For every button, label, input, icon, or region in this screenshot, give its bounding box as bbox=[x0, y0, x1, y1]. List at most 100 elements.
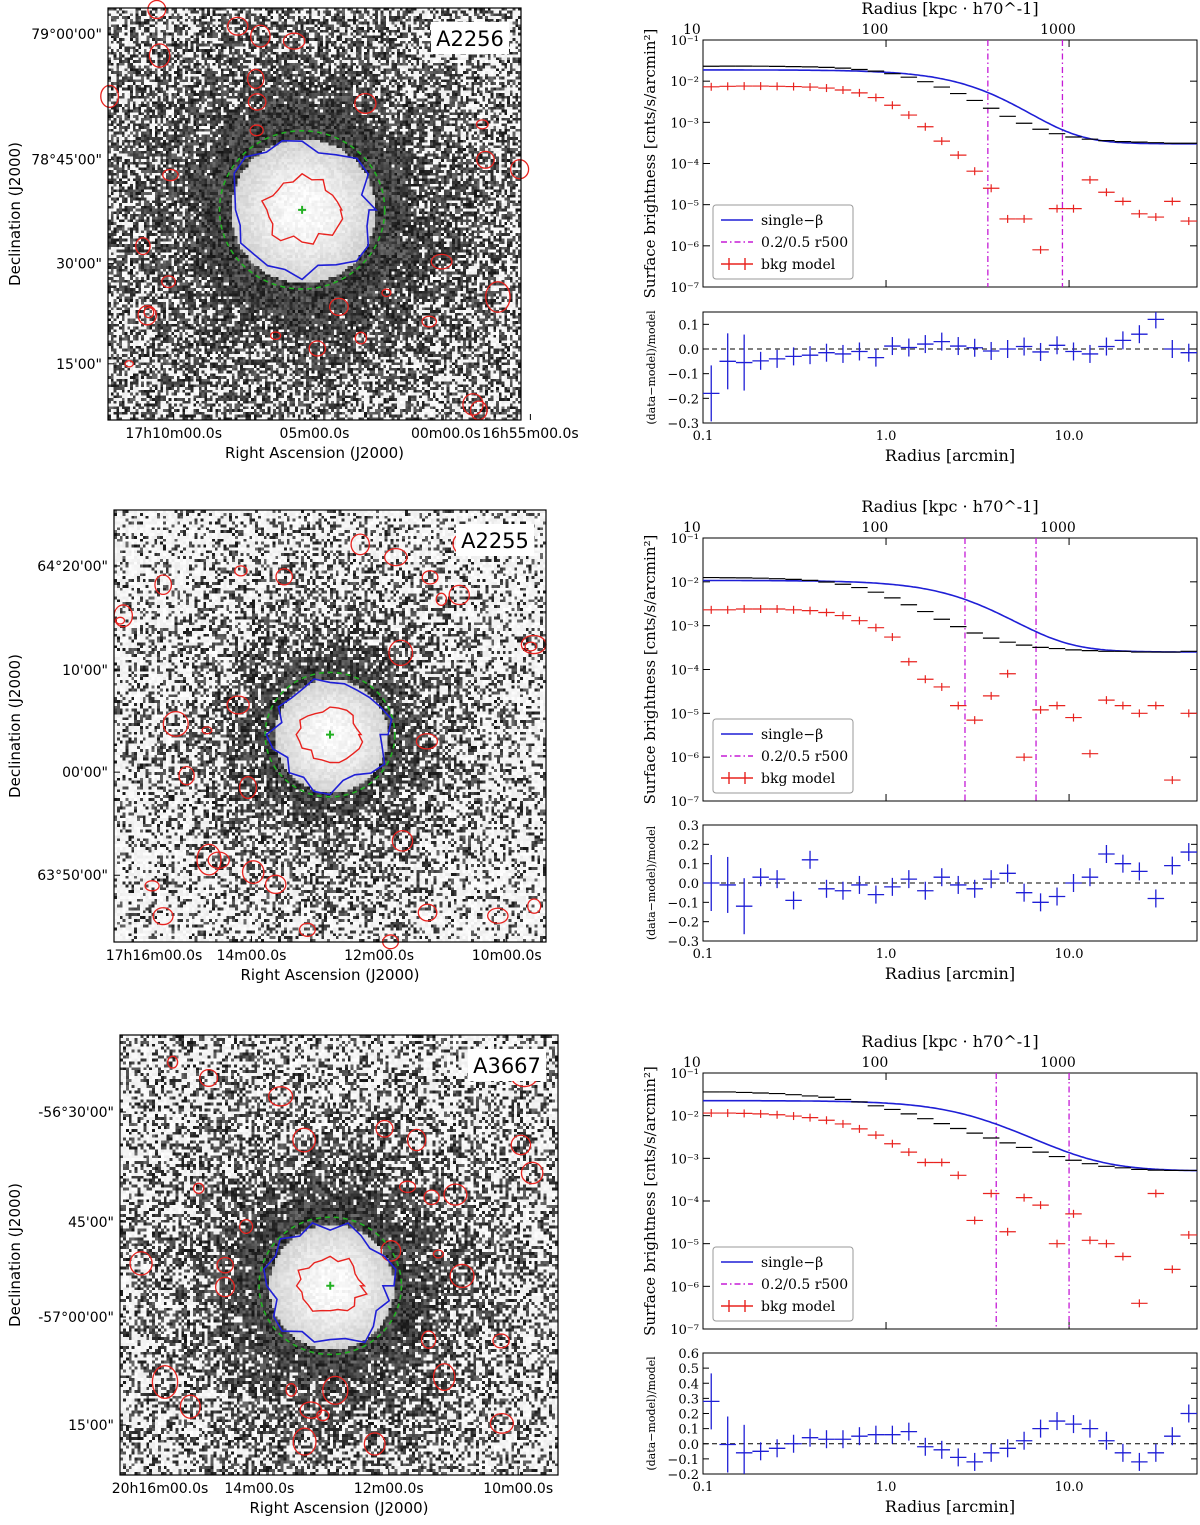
legend-box bbox=[712, 204, 854, 280]
point-source-contour bbox=[476, 150, 495, 169]
top-tick-label: 100 bbox=[862, 22, 889, 38]
dec-axis-label: Declination (J2000) bbox=[6, 142, 24, 286]
sb-ytick-label: 10⁻⁷ bbox=[670, 795, 699, 810]
point-source-contour bbox=[432, 1363, 456, 1391]
point-source-contour bbox=[267, 1086, 294, 1107]
ratio-axes-frame bbox=[702, 311, 1198, 424]
point-source-contour bbox=[148, 43, 171, 68]
point-source-contour bbox=[152, 907, 174, 926]
ratio-xtick-label: 0.1 bbox=[693, 947, 714, 962]
ratio-ytick-label: 0.5 bbox=[678, 1362, 699, 1377]
ratio-ytick-label: −0.2 bbox=[667, 392, 699, 407]
top-tick-label: 10 bbox=[683, 22, 701, 38]
top-tick-label: 10 bbox=[683, 1055, 701, 1071]
ra-axis-label: Right Ascension (J2000) bbox=[240, 966, 419, 984]
point-source-contour bbox=[510, 1134, 532, 1156]
legend-entry: single−β bbox=[761, 213, 823, 229]
point-source-contour bbox=[234, 565, 248, 577]
point-source-contour bbox=[196, 843, 222, 876]
point-source-contour bbox=[417, 903, 438, 922]
ra-tick-label: 14m00.0s bbox=[224, 1481, 294, 1497]
point-source-contour bbox=[380, 1240, 402, 1262]
point-source-contour bbox=[227, 16, 249, 36]
sb-ytick-label: 10⁻⁷ bbox=[670, 1323, 699, 1338]
point-source-contour bbox=[241, 860, 265, 885]
ra-axis-label: Right Ascension (J2000) bbox=[249, 1499, 428, 1517]
point-source-contour bbox=[443, 1183, 468, 1206]
point-source-contour bbox=[115, 616, 126, 625]
ra-tick-label: 12m00.0s bbox=[354, 1481, 424, 1497]
sky-image-panel-0: A2256 79°00'00" 78°45'00" 30'00" 15'00" 17h10… bbox=[6, 0, 579, 462]
point-source-contour bbox=[492, 1333, 510, 1349]
point-source-contour bbox=[124, 360, 134, 368]
sb-ylabel: Surface brightness [cnts/s/arcmin²] bbox=[641, 29, 659, 299]
sb-ytick-label: 10⁻¹ bbox=[670, 1067, 699, 1082]
ra-tick-label: 00m00.0s bbox=[411, 426, 481, 442]
ratio-xtick-label: 0.1 bbox=[693, 1480, 714, 1495]
xray-image bbox=[120, 1035, 558, 1475]
point-source-contour bbox=[275, 568, 293, 586]
point-source-contour bbox=[137, 305, 157, 326]
red-core-contour bbox=[295, 706, 364, 764]
point-source-contour bbox=[322, 1375, 349, 1405]
point-source-contour bbox=[350, 533, 370, 556]
point-source-contour bbox=[207, 851, 230, 870]
xray-image bbox=[114, 510, 546, 942]
ratio-xtick-label: 1.0 bbox=[876, 1480, 897, 1495]
cluster-center-marker bbox=[326, 730, 334, 739]
sb-ytick-label: 10⁻² bbox=[670, 1110, 699, 1125]
point-source-contour bbox=[388, 639, 414, 667]
ratio-xlabel: Radius [arcmin] bbox=[885, 1497, 1015, 1516]
dec-tick-label: 10'00" bbox=[62, 663, 108, 679]
sb-ytick-label: 10⁻⁴ bbox=[670, 664, 699, 679]
ratio-xtick-label: 10.0 bbox=[1055, 429, 1084, 444]
dec-tick-label: 79°00'00" bbox=[31, 27, 102, 43]
top-axis-label: Radius [kpc · h70^-1] bbox=[861, 1032, 1038, 1051]
point-source-contour bbox=[435, 592, 448, 607]
point-source-contour bbox=[391, 830, 414, 852]
point-source-contour bbox=[246, 68, 265, 89]
ratio-ytick-label: −0.1 bbox=[667, 1453, 699, 1468]
sb-ylabel: Surface brightness [cnts/s/arcmin²] bbox=[641, 535, 659, 805]
point-source-contour bbox=[238, 776, 258, 800]
ra-tick-label: 10m00.0s bbox=[472, 948, 542, 964]
top-axis-label: Radius [kpc · h70^-1] bbox=[861, 497, 1038, 516]
point-source-contour bbox=[354, 93, 377, 115]
top-tick-label: 1000 bbox=[1040, 22, 1076, 38]
point-source-contour bbox=[381, 288, 392, 298]
ra-tick-label: 05m00.0s bbox=[280, 426, 350, 442]
point-source-contour bbox=[100, 84, 120, 108]
ratio-ytick-label: −0.2 bbox=[667, 916, 699, 931]
dec-axis-label: Declination (J2000) bbox=[6, 654, 24, 798]
point-source-contour bbox=[178, 765, 195, 786]
point-source-contour bbox=[247, 93, 267, 111]
sky-image-panel-1: A2255 64°20'00" 10'00" 00'00" 63°50'00" 17h16… bbox=[6, 509, 547, 984]
point-source-contour bbox=[308, 340, 327, 357]
ratio-xtick-label: 10.0 bbox=[1055, 1480, 1084, 1495]
ratio-ylabel: (data−model)/model bbox=[645, 825, 658, 940]
blue-contour bbox=[265, 678, 393, 796]
single-beta-model-line bbox=[703, 1099, 1197, 1172]
single-beta-model-line bbox=[703, 579, 1197, 653]
sb-ytick-label: 10⁻¹ bbox=[670, 34, 699, 49]
top-tick-label: 1000 bbox=[1040, 1055, 1076, 1071]
point-source-contour bbox=[475, 119, 489, 130]
point-source-contour bbox=[154, 574, 173, 596]
ratio-ytick-label: 0.0 bbox=[678, 343, 699, 358]
ratio-xlabel: Radius [arcmin] bbox=[885, 964, 1015, 983]
point-source-contour bbox=[285, 1383, 298, 1397]
ratio-ytick-label: −0.1 bbox=[667, 896, 699, 911]
dec-tick-label: 30'00" bbox=[56, 257, 102, 273]
ratio-ylabel: (data−model)/model bbox=[645, 1356, 658, 1471]
cluster-center-marker bbox=[326, 1281, 335, 1290]
ratio-ytick-label: −0.2 bbox=[667, 1468, 699, 1483]
point-source-contour bbox=[363, 1432, 386, 1456]
point-source-contour bbox=[214, 1276, 236, 1298]
sb-ytick-label: 10⁻⁶ bbox=[670, 240, 699, 255]
ratio-ytick-label: −0.3 bbox=[667, 935, 699, 950]
point-source-contour bbox=[147, 0, 167, 20]
dec-tick-label: 63°50'00" bbox=[37, 868, 108, 884]
legend-entry: single−β bbox=[761, 727, 823, 743]
legend-entry: bkg model bbox=[761, 771, 836, 787]
point-source-contour bbox=[448, 584, 470, 606]
